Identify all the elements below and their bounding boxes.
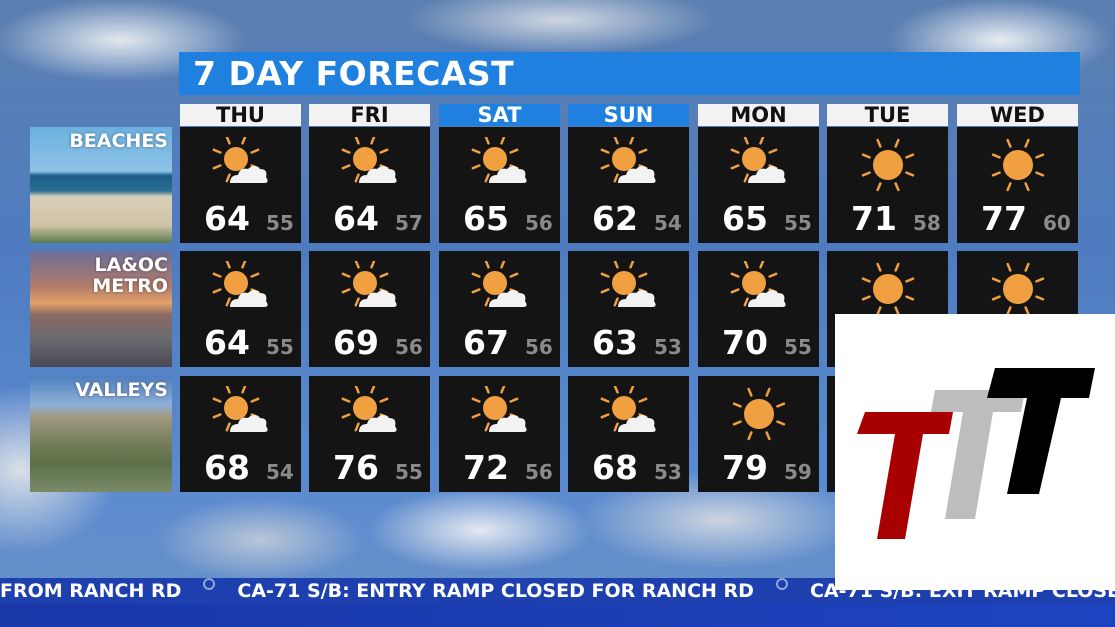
high-temp: 62	[592, 199, 638, 238]
partly-sunny-icon	[212, 137, 268, 183]
ticker-item: FROM RANCH RD	[0, 580, 182, 602]
ticker-item: CA-71 S/B: ENTRY RAMP CLOSED FOR RANCH R…	[237, 580, 754, 602]
high-temp: 65	[722, 199, 768, 238]
forecast-tile: 64 55	[180, 251, 301, 367]
partly-sunny-icon	[600, 261, 656, 307]
partly-sunny-icon	[471, 137, 527, 183]
sun-icon	[861, 138, 915, 192]
low-temp: 55	[784, 211, 812, 235]
ttt-logo-overlay	[835, 314, 1115, 590]
partly-sunny-icon	[730, 137, 786, 183]
forecast-tile: 69 56	[309, 251, 430, 367]
region-label: VALLEYS	[75, 379, 168, 401]
forecast-tile: 65 56	[439, 127, 560, 243]
high-temp: 64	[204, 323, 250, 362]
high-temp: 72	[463, 448, 509, 487]
partly-sunny-icon	[212, 261, 268, 307]
high-temp: 76	[333, 448, 379, 487]
high-temp: 77	[981, 199, 1027, 238]
high-temp: 64	[204, 199, 250, 238]
partly-sunny-icon	[600, 386, 656, 432]
low-temp: 55	[784, 335, 812, 359]
high-temp: 70	[722, 323, 768, 362]
day-header: MON	[698, 104, 819, 127]
high-temp: 67	[463, 323, 509, 362]
sun-icon	[991, 262, 1045, 316]
low-temp: 56	[395, 335, 423, 359]
sun-icon	[732, 387, 786, 441]
low-temp: 55	[266, 335, 294, 359]
region-label: LA&OC METRO	[92, 254, 168, 297]
low-temp: 56	[525, 460, 553, 484]
day-header: THU	[180, 104, 301, 127]
high-temp: 68	[592, 448, 638, 487]
forecast-tile: 72 56	[439, 376, 560, 492]
forecast-tile: 77 60	[957, 127, 1078, 243]
low-temp: 60	[1043, 211, 1071, 235]
forecast-tile: 63 53	[568, 251, 689, 367]
region-valleys: VALLEYS	[30, 376, 172, 492]
low-temp: 55	[395, 460, 423, 484]
partly-sunny-icon	[730, 261, 786, 307]
high-temp: 63	[592, 323, 638, 362]
forecast-tile: 79 59	[698, 376, 819, 492]
forecast-tile: 70 55	[698, 251, 819, 367]
day-column: SAT	[439, 104, 560, 127]
high-temp: 64	[333, 199, 379, 238]
region-beaches: BEACHES	[30, 127, 172, 243]
low-temp: 56	[525, 211, 553, 235]
cbs-eye-icon	[203, 578, 216, 590]
forecast-tile: 64 55	[180, 127, 301, 243]
day-header: TUE	[827, 104, 948, 127]
day-column: SUN	[568, 104, 689, 127]
low-temp: 57	[395, 211, 423, 235]
forecast-tile: 65 55	[698, 127, 819, 243]
high-temp: 69	[333, 323, 379, 362]
high-temp: 79	[722, 448, 768, 487]
region-label: BEACHES	[69, 130, 168, 152]
sun-icon	[991, 138, 1045, 192]
forecast-tile: 67 56	[439, 251, 560, 367]
low-temp: 53	[654, 335, 682, 359]
high-temp: 71	[851, 199, 897, 238]
partly-sunny-icon	[341, 386, 397, 432]
partly-sunny-icon	[471, 261, 527, 307]
region-metro: LA&OC METRO	[30, 251, 172, 367]
day-header: SAT	[439, 104, 560, 127]
forecast-tile: 62 54	[568, 127, 689, 243]
low-temp: 54	[654, 211, 682, 235]
forecast-tile: 68 53	[568, 376, 689, 492]
high-temp: 65	[463, 199, 509, 238]
low-temp: 56	[525, 335, 553, 359]
bottom-bar	[0, 604, 1115, 627]
day-column: THU	[180, 104, 301, 127]
cbs-eye-icon	[775, 578, 788, 590]
forecast-tile: 76 55	[309, 376, 430, 492]
partly-sunny-icon	[212, 386, 268, 432]
low-temp: 55	[266, 211, 294, 235]
low-temp: 54	[266, 460, 294, 484]
partly-sunny-icon	[341, 137, 397, 183]
low-temp: 58	[913, 211, 941, 235]
forecast-title: 7 DAY FORECAST	[179, 52, 1080, 95]
day-column: FRI	[309, 104, 430, 127]
high-temp: 68	[204, 448, 250, 487]
forecast-tile: 68 54	[180, 376, 301, 492]
partly-sunny-icon	[341, 261, 397, 307]
day-column: WED	[957, 104, 1078, 127]
day-header: WED	[957, 104, 1078, 127]
low-temp: 53	[654, 460, 682, 484]
day-header: FRI	[309, 104, 430, 127]
ttt-logo-icon	[857, 368, 1095, 539]
partly-sunny-icon	[471, 386, 527, 432]
day-column: TUE	[827, 104, 948, 127]
forecast-tile: 71 58	[827, 127, 948, 243]
sun-icon	[861, 262, 915, 316]
low-temp: 59	[784, 460, 812, 484]
partly-sunny-icon	[600, 137, 656, 183]
forecast-tile: 64 57	[309, 127, 430, 243]
day-column: MON	[698, 104, 819, 127]
day-header: SUN	[568, 104, 689, 127]
